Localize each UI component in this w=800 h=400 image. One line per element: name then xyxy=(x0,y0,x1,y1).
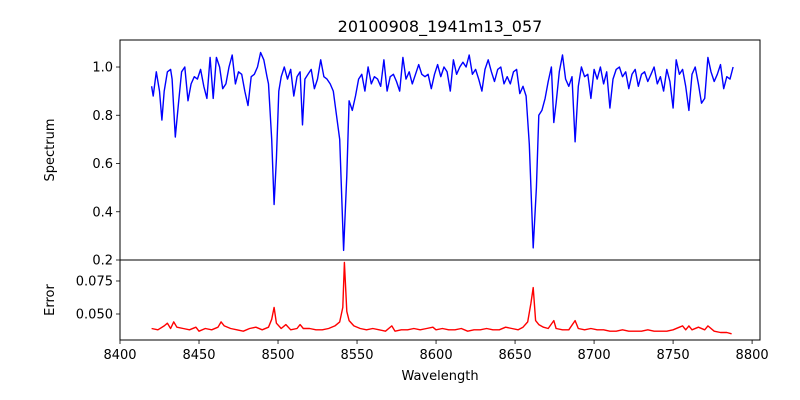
error-xtick-label: 8400 xyxy=(103,348,136,363)
spectrum-ytick-label: 0.4 xyxy=(92,205,113,220)
error-ytick-label: 0.075 xyxy=(76,274,113,289)
error-xtick-label: 8650 xyxy=(499,348,532,363)
chart-title: 20100908_1941m13_057 xyxy=(338,17,543,37)
error-xtick-label: 8500 xyxy=(261,348,294,363)
error-xtick-label: 8450 xyxy=(182,348,215,363)
error-xtick-label: 8600 xyxy=(420,348,453,363)
spectrum-series-line xyxy=(150,51,734,252)
error-xtick-label: 8700 xyxy=(578,348,611,363)
error-ylabel: Error xyxy=(43,284,58,316)
error-ytick-label: 0.050 xyxy=(76,307,113,322)
spectrum-ytick-label: 0.2 xyxy=(92,254,113,269)
x-axis-label: Wavelength xyxy=(401,369,478,384)
spectrum-ylabel: Spectrum xyxy=(43,119,58,182)
error-xtick-label: 8800 xyxy=(736,348,769,363)
error-axes-frame xyxy=(119,259,761,341)
error-series-line xyxy=(151,261,732,335)
spectrum-ytick-label: 0.8 xyxy=(92,109,113,124)
error-xtick-label: 8750 xyxy=(657,348,690,363)
spectrum-ytick-label: 0.6 xyxy=(92,157,113,172)
spectrum-axes: 0.2 0.4 0.6 0.8 1.0 xyxy=(92,39,761,269)
spectrum-ytick-label: 1.0 xyxy=(92,61,113,76)
error-axes: 0.050 0.075 8400 8450 8500 8550 8600 8650 8700 87… xyxy=(76,259,769,363)
error-xtick-label: 8550 xyxy=(340,348,373,363)
